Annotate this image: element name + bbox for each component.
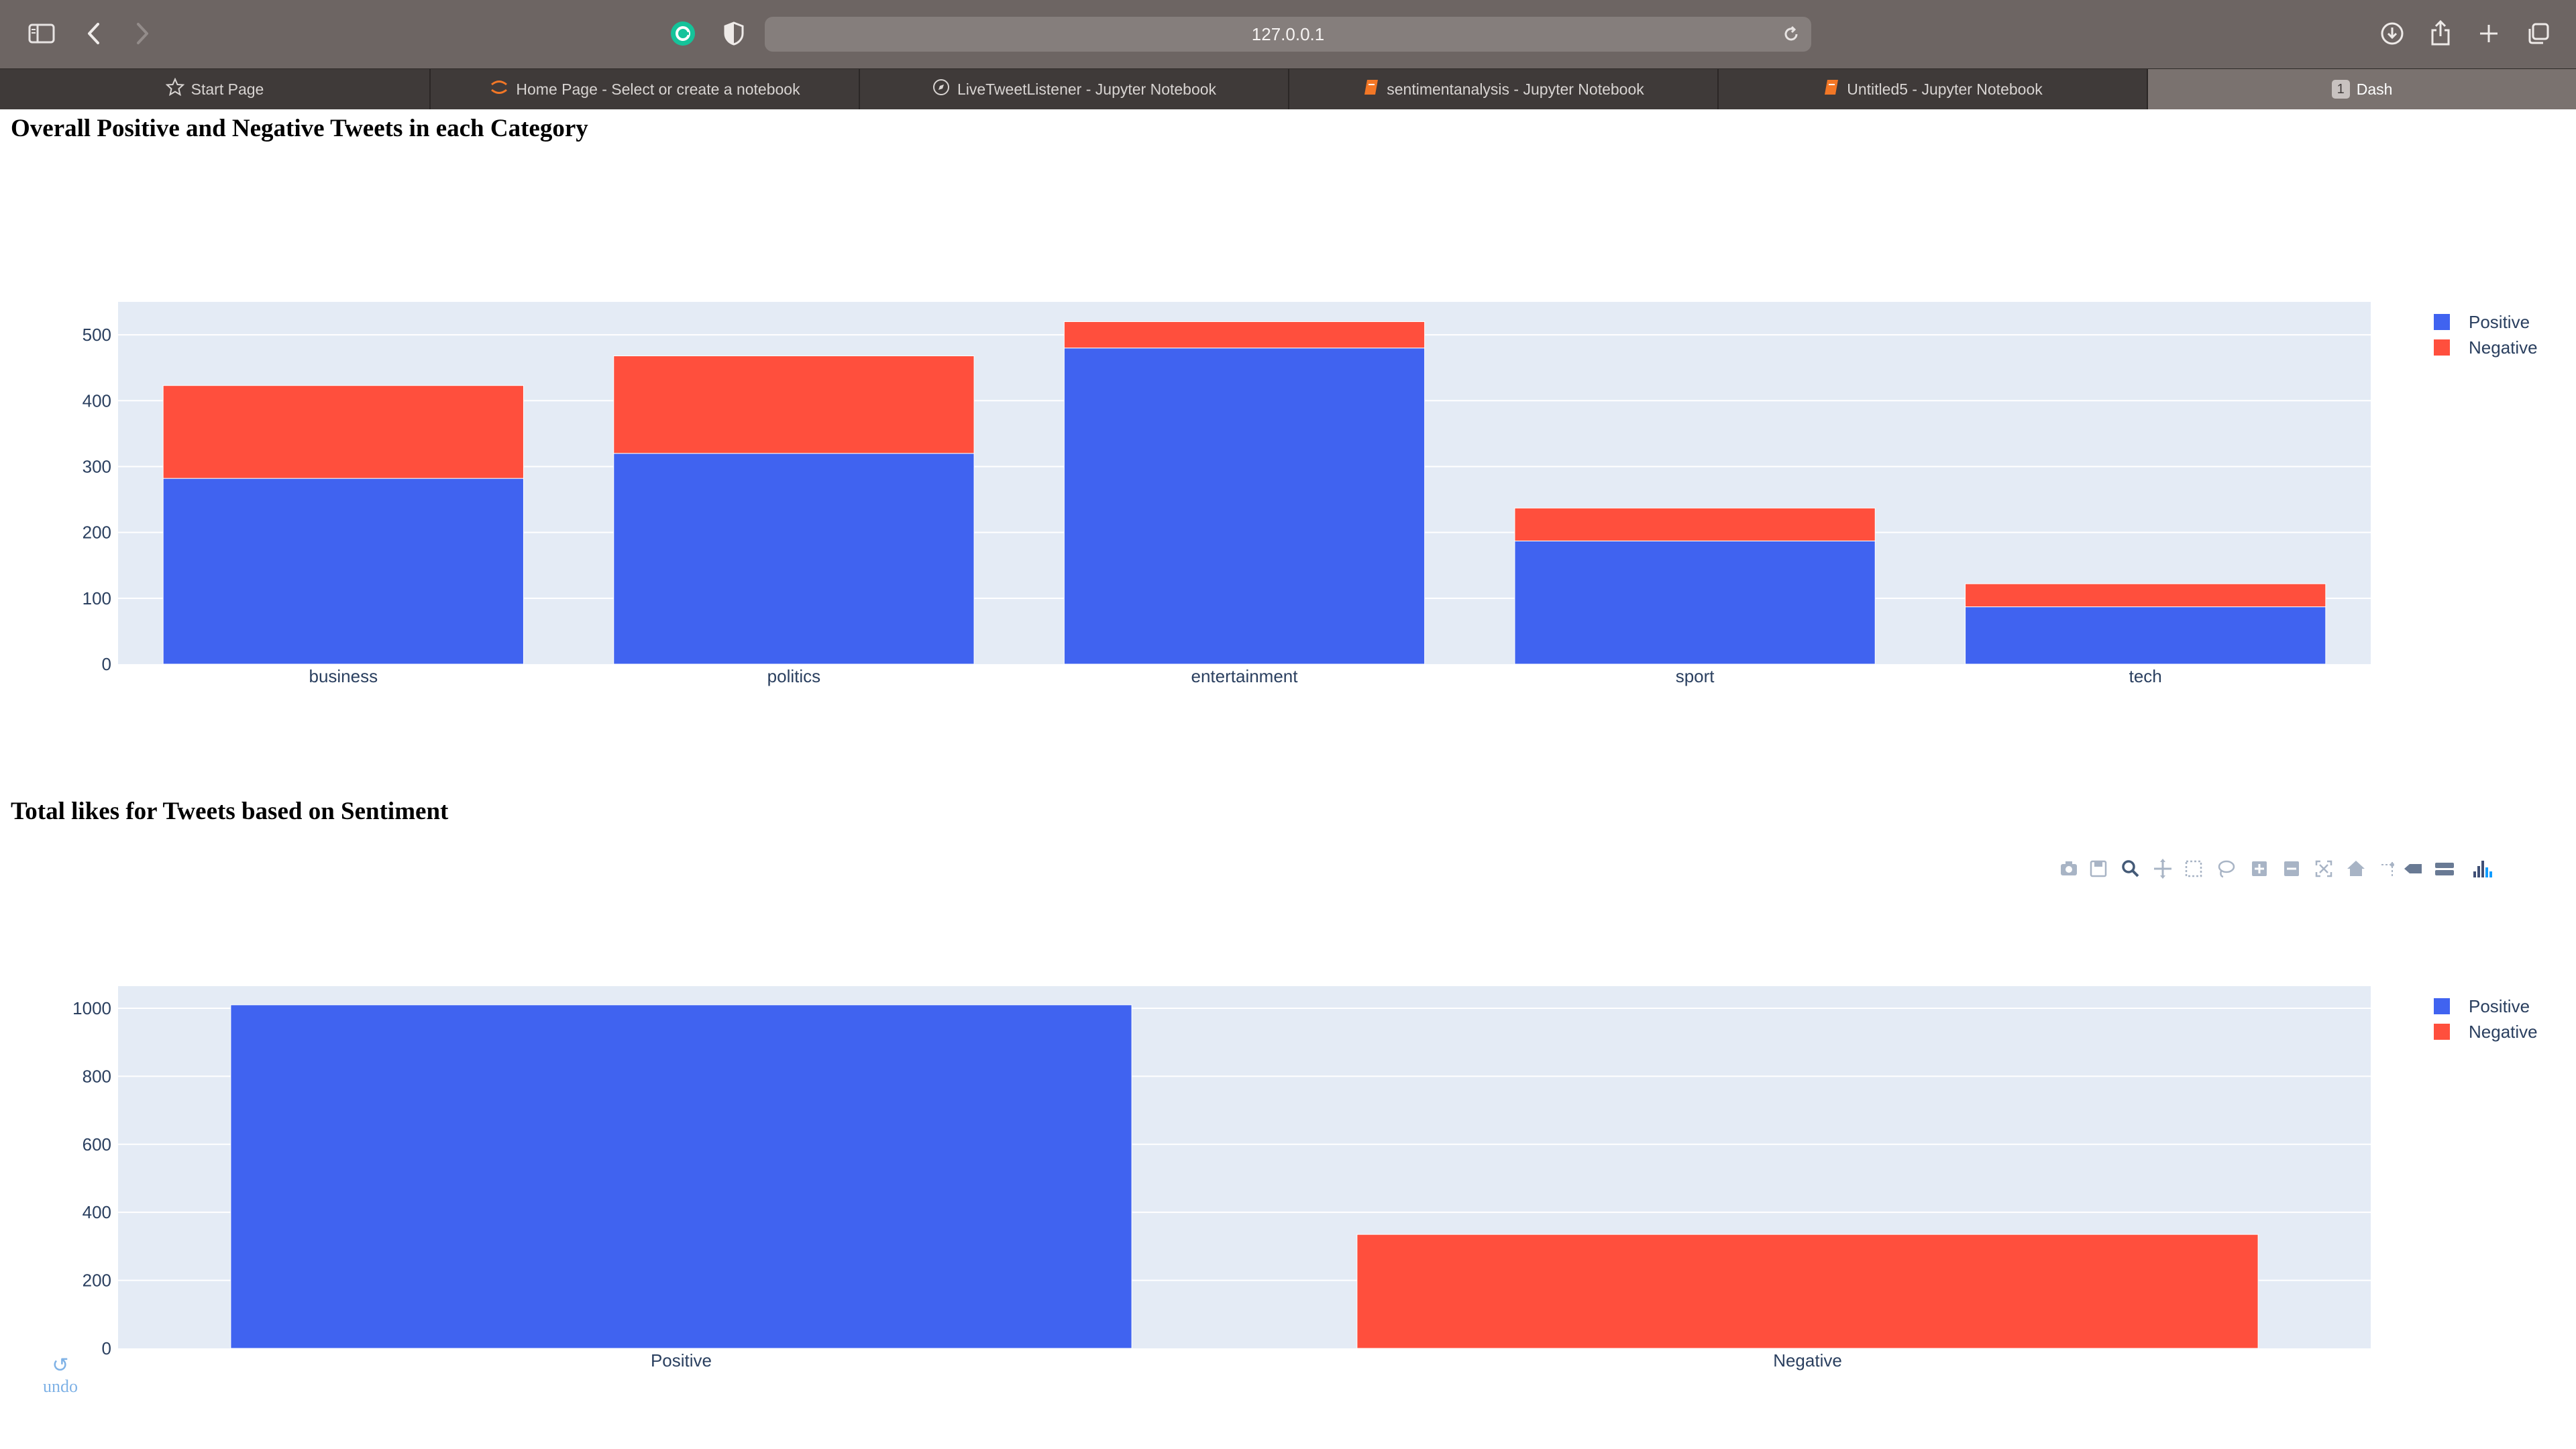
- legend-swatch: [2434, 998, 2450, 1014]
- x-tick-label: entertainment: [1191, 666, 1299, 686]
- spike-lines-icon[interactable]: [2375, 853, 2402, 884]
- new-tab-plus-icon[interactable]: [2474, 19, 2504, 48]
- bar-positive-entertainment[interactable]: [1063, 347, 1426, 665]
- x-tick-label: politics: [767, 666, 820, 686]
- y-tick-label: 800: [83, 1066, 111, 1086]
- tab-label: Home Page - Select or create a notebook: [516, 80, 800, 98]
- bar-positive-business[interactable]: [162, 478, 524, 665]
- tab-dash[interactable]: 1 Dash: [2148, 69, 2576, 109]
- box-select-icon[interactable]: [2180, 853, 2207, 884]
- tab-jupyter-home[interactable]: Home Page - Select or create a notebook: [431, 69, 860, 109]
- url-text: 127.0.0.1: [1251, 24, 1325, 44]
- autoscale-icon[interactable]: [2310, 853, 2337, 884]
- legend-label: Negative: [2469, 337, 2538, 358]
- notebook-icon: [1362, 78, 1387, 101]
- legend-swatch: [2434, 1024, 2450, 1040]
- x-tick-label: Positive: [651, 1350, 712, 1371]
- legend-label: Positive: [2469, 996, 2530, 1016]
- plotly-modebar: [2055, 853, 2565, 884]
- lasso-icon[interactable]: [2212, 853, 2239, 884]
- plotly-logo-icon[interactable]: [2469, 853, 2496, 884]
- camera-icon[interactable]: [2055, 853, 2082, 884]
- chart2-heading: Total likes for Tweets based on Sentimen…: [11, 798, 449, 825]
- undo-button[interactable]: ↺ undo: [34, 1355, 87, 1397]
- grammarly-extension-icon[interactable]: [669, 20, 696, 47]
- undo-icon: ↺: [52, 1354, 69, 1377]
- bar-positive-positive[interactable]: [230, 1004, 1132, 1349]
- pan-icon[interactable]: [2149, 853, 2176, 884]
- tab-bar: Start Page Home Page - Select or create …: [0, 68, 2576, 109]
- y-tick-label: 0: [102, 654, 111, 674]
- chart1-plot: 0 100 200 300 400 500 business politics entertai…: [0, 268, 2576, 711]
- forward-arrow-icon[interactable]: [127, 19, 157, 48]
- bar-negative-business[interactable]: [162, 385, 524, 479]
- y-tick-label: 0: [102, 1338, 111, 1358]
- tab-overview-icon[interactable]: [2524, 19, 2553, 48]
- y-tick-label: 1000: [72, 998, 111, 1018]
- downloads-icon[interactable]: [2377, 19, 2407, 48]
- legend-swatch: [2434, 314, 2450, 330]
- hover-closest-icon[interactable]: [2399, 853, 2426, 884]
- reset-axes-icon[interactable]: [2343, 853, 2369, 884]
- legend-item-negative[interactable]: Negative: [2434, 337, 2538, 358]
- legend-label: Negative: [2469, 1022, 2538, 1042]
- notebook-icon: [1823, 78, 1847, 101]
- tab-label: Dash: [2356, 80, 2393, 98]
- hover-compare-icon[interactable]: [2431, 853, 2458, 884]
- chart1-svg: 0 100 200 300 400 500 business politics entertai…: [83, 302, 2538, 686]
- bar-negative-negative[interactable]: [1356, 1234, 2259, 1349]
- tab-sentimentanalysis[interactable]: sentimentanalysis - Jupyter Notebook: [1289, 69, 1719, 109]
- bar-positive-tech[interactable]: [1965, 606, 2326, 665]
- chart2-svg: 0 200 400 600 800 1000 Positive Negative Positiv…: [72, 986, 2538, 1371]
- tab-start-page[interactable]: Start Page: [0, 69, 431, 109]
- y-tick-label: 200: [83, 523, 111, 543]
- y-tick-label: 600: [83, 1134, 111, 1155]
- legend-item-positive[interactable]: Positive: [2434, 996, 2530, 1016]
- browser-toolbar: 127.0.0.1: [0, 0, 2576, 68]
- zoom-in-icon[interactable]: [2246, 853, 2273, 884]
- y-tick-label: 500: [83, 325, 111, 345]
- privacy-shield-icon[interactable]: [720, 20, 747, 47]
- address-bar[interactable]: 127.0.0.1: [765, 17, 1811, 52]
- chart2-plot: 0 200 400 600 800 1000 Positive Negative Positiv…: [0, 953, 2576, 1422]
- jupyter-icon: [489, 77, 516, 101]
- legend-swatch: [2434, 339, 2450, 356]
- chart1-heading: Overall Positive and Negative Tweets in …: [11, 115, 588, 142]
- share-icon[interactable]: [2426, 17, 2455, 48]
- y-tick-label: 400: [83, 390, 111, 411]
- back-arrow-icon[interactable]: [79, 19, 109, 48]
- tab-label: Untitled5 - Jupyter Notebook: [1847, 80, 2043, 98]
- legend-item-positive[interactable]: Positive: [2434, 312, 2530, 332]
- y-tick-label: 400: [83, 1202, 111, 1222]
- legend-label: Positive: [2469, 312, 2530, 332]
- compass-icon: [932, 78, 957, 101]
- tab-livetweetlistener[interactable]: LiveTweetListener - Jupyter Notebook: [860, 69, 1289, 109]
- bar-positive-politics[interactable]: [613, 453, 975, 665]
- y-tick-label: 300: [83, 456, 111, 476]
- tab-label: LiveTweetListener - Jupyter Notebook: [957, 80, 1217, 98]
- sidebar-toggle-icon[interactable]: [25, 20, 58, 47]
- bar-negative-tech[interactable]: [1965, 583, 2326, 608]
- bar-negative-politics[interactable]: [613, 356, 975, 454]
- tab-badge: 1: [2331, 80, 2350, 99]
- bar-negative-entertainment[interactable]: [1063, 321, 1426, 349]
- tab-label: sentimentanalysis - Jupyter Notebook: [1387, 80, 1644, 98]
- undo-label: undo: [43, 1377, 78, 1396]
- save-icon[interactable]: [2085, 853, 2112, 884]
- zoom-out-icon[interactable]: [2278, 853, 2305, 884]
- reload-icon[interactable]: [1779, 22, 1803, 46]
- bar-positive-sport[interactable]: [1514, 540, 1876, 665]
- x-tick-label: business: [309, 666, 378, 686]
- star-icon: [165, 77, 191, 101]
- legend-item-negative[interactable]: Negative: [2434, 1022, 2538, 1042]
- x-tick-label: sport: [1676, 666, 1715, 686]
- x-tick-label: Negative: [1773, 1350, 1842, 1371]
- y-tick-label: 100: [83, 588, 111, 608]
- y-tick-label: 200: [83, 1271, 111, 1291]
- bar-negative-sport[interactable]: [1514, 507, 1876, 541]
- zoom-icon[interactable]: [2117, 853, 2144, 884]
- tab-untitled5[interactable]: Untitled5 - Jupyter Notebook: [1719, 69, 2148, 109]
- x-tick-label: tech: [2129, 666, 2162, 686]
- tab-label: Start Page: [191, 80, 264, 98]
